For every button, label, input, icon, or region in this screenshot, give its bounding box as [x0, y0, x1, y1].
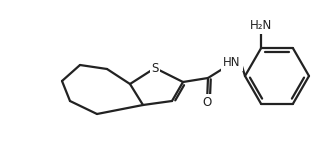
Text: H₂N: H₂N — [250, 19, 272, 32]
Text: O: O — [202, 95, 212, 109]
Text: S: S — [151, 61, 159, 75]
Text: HN: HN — [223, 56, 241, 70]
